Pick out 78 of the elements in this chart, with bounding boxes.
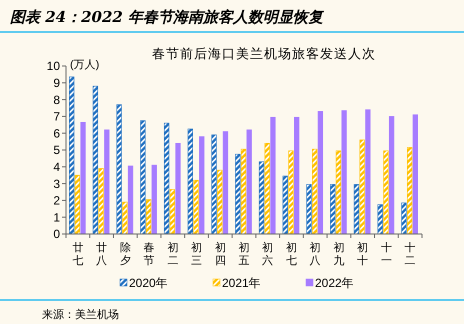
y-tick-label: 0	[53, 227, 60, 242]
bar	[74, 174, 80, 234]
bar	[336, 150, 342, 234]
bar	[211, 134, 217, 234]
x-tick-label: 廿八	[96, 241, 108, 267]
bar	[140, 120, 146, 234]
bar	[164, 122, 170, 234]
bar	[318, 111, 324, 234]
x-tick-label: 十二	[404, 241, 416, 267]
x-tick-label: 初二	[167, 241, 178, 267]
legend-label: 2020年	[129, 276, 168, 290]
bar	[116, 104, 122, 234]
legend-label: 2021年	[222, 276, 261, 290]
bar	[354, 184, 360, 234]
bar	[270, 116, 276, 234]
bar	[128, 166, 134, 234]
y-tick-label: 4	[53, 160, 60, 174]
bar	[246, 130, 252, 234]
x-tick-label: 春节	[144, 241, 155, 267]
x-tick-label: 廿七	[72, 241, 84, 267]
bar	[170, 189, 175, 234]
y-tick-label: 3	[53, 176, 60, 191]
bar	[146, 199, 152, 234]
x-tick-label: 初三	[191, 241, 202, 267]
bar	[312, 148, 318, 234]
bar	[175, 142, 181, 234]
bar	[264, 142, 270, 234]
bar	[104, 130, 110, 234]
x-tick-label: 初七	[286, 241, 297, 267]
y-tick-label: 9	[53, 76, 60, 90]
bar	[294, 116, 300, 234]
chart-subtitle: 春节前后海口美兰机场旅客发送人次	[152, 46, 376, 62]
bar	[388, 116, 394, 234]
bar	[258, 161, 264, 234]
x-tick-label: 初五	[238, 241, 250, 267]
y-tick-label: 5	[53, 143, 60, 158]
bar	[412, 114, 418, 234]
bar	[80, 122, 86, 234]
x-tick-label: 初四	[214, 241, 226, 267]
x-tick-label: 初十	[357, 241, 368, 267]
y-axis-title: (万人)	[70, 59, 100, 71]
x-tick-label: 初九	[333, 241, 344, 267]
bar	[235, 154, 240, 234]
bar	[188, 128, 193, 234]
bar	[383, 150, 389, 234]
chart-title: 图表 24：2022 年春节海南旅客人数明显恢复	[10, 8, 326, 26]
bar	[240, 148, 246, 234]
y-tick-label: 6	[53, 126, 60, 140]
x-tick-label: 除夕	[120, 241, 131, 267]
y-tick-label: 1	[53, 210, 60, 224]
y-tick-label: 7	[53, 110, 60, 124]
bar	[401, 202, 407, 234]
bar	[92, 86, 98, 234]
x-tick-label: 初六	[262, 241, 274, 267]
bar	[152, 164, 157, 234]
bar	[406, 147, 412, 234]
bar	[122, 202, 128, 234]
bar	[98, 168, 104, 234]
x-tick-label: 初八	[310, 241, 321, 267]
bar	[360, 140, 365, 234]
bar	[341, 110, 347, 234]
source-note: 来源：美兰机场	[42, 308, 119, 321]
bar	[378, 204, 383, 234]
bar	[199, 136, 204, 234]
bar	[282, 176, 288, 234]
y-tick-label: 8	[53, 92, 60, 107]
y-tick-label: 10	[46, 59, 60, 74]
bar	[330, 184, 336, 234]
y-tick-label: 2	[53, 194, 60, 208]
bar	[217, 170, 222, 234]
x-tick-label: 十一	[380, 241, 392, 267]
bar	[222, 131, 228, 234]
bar	[365, 109, 371, 234]
legend-label: 2022年	[315, 276, 354, 290]
bar	[193, 180, 199, 234]
bar	[288, 150, 294, 234]
bar	[69, 76, 74, 234]
bar	[306, 184, 312, 234]
